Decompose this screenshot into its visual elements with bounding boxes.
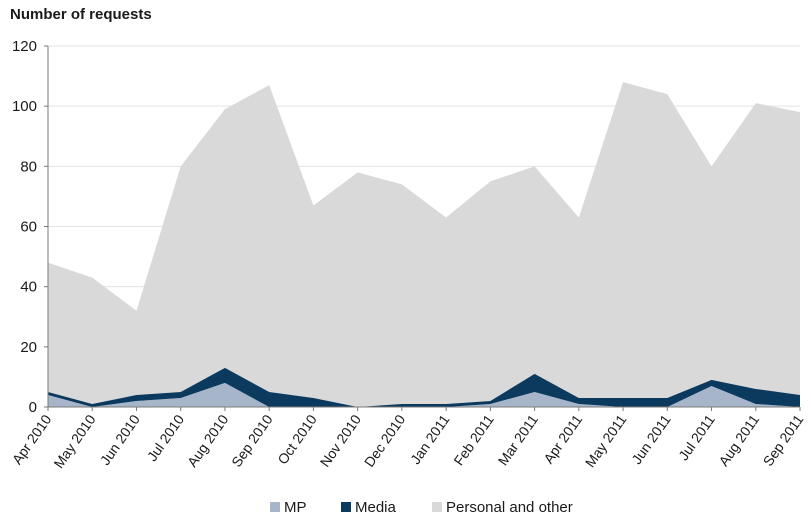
y-tick-label: 60	[20, 219, 37, 236]
area-series-media	[48, 367, 800, 407]
x-tick-label: Feb 2011	[450, 411, 497, 468]
y-axis-title: Number of requests	[10, 6, 152, 23]
x-tick-label: May 2011	[582, 411, 630, 470]
area-series-mp	[48, 382, 800, 407]
x-tick-label: Aug 2010	[184, 411, 232, 469]
legend-label-mp: MP	[284, 499, 307, 516]
x-tick-label: Sep 2011	[760, 411, 807, 469]
x-tick-label: May 2010	[50, 411, 98, 471]
x-tick-label: Apr 2011	[540, 411, 585, 466]
x-tick-label: Sep 2010	[228, 411, 276, 469]
area-layers	[48, 82, 800, 407]
legend-label-personal-and-other: Personal and other	[446, 499, 573, 516]
y-tick-label: 40	[20, 279, 37, 296]
x-tick-label: Jul 2011	[675, 411, 718, 463]
legend-swatch-media	[341, 502, 351, 512]
x-tick-label: Jun 2011	[628, 411, 674, 467]
x-tick-label: Oct 2010	[274, 411, 320, 467]
x-tick-label: Apr 2010	[9, 411, 55, 467]
x-tick-label: Nov 2010	[317, 411, 365, 469]
legend-swatch-personal-and-other	[432, 502, 442, 512]
legend-swatch-mp	[270, 502, 280, 512]
y-tick-label: 120	[12, 38, 37, 55]
axes	[44, 45, 801, 411]
x-tick-label: Jul 2010	[144, 411, 188, 464]
x-tick-label: Aug 2011	[715, 411, 762, 469]
x-tick-label: Jun 2010	[97, 411, 143, 468]
x-tick-label: Mar 2011	[495, 411, 542, 468]
legend-label-media: Media	[355, 499, 397, 516]
x-tick-label: Jan 2011	[407, 411, 453, 467]
y-tick-label: 0	[29, 399, 37, 416]
area-series-personal-and-other	[48, 82, 800, 407]
x-tick-label: Dec 2010	[361, 411, 409, 469]
y-tick-label: 100	[12, 98, 37, 115]
y-tick-label: 80	[20, 158, 37, 175]
legend: MP Media Personal and other	[270, 499, 573, 516]
y-tick-label: 20	[20, 339, 37, 356]
y-tick-labels: 0 20 40 60 80 100 120	[12, 38, 37, 416]
